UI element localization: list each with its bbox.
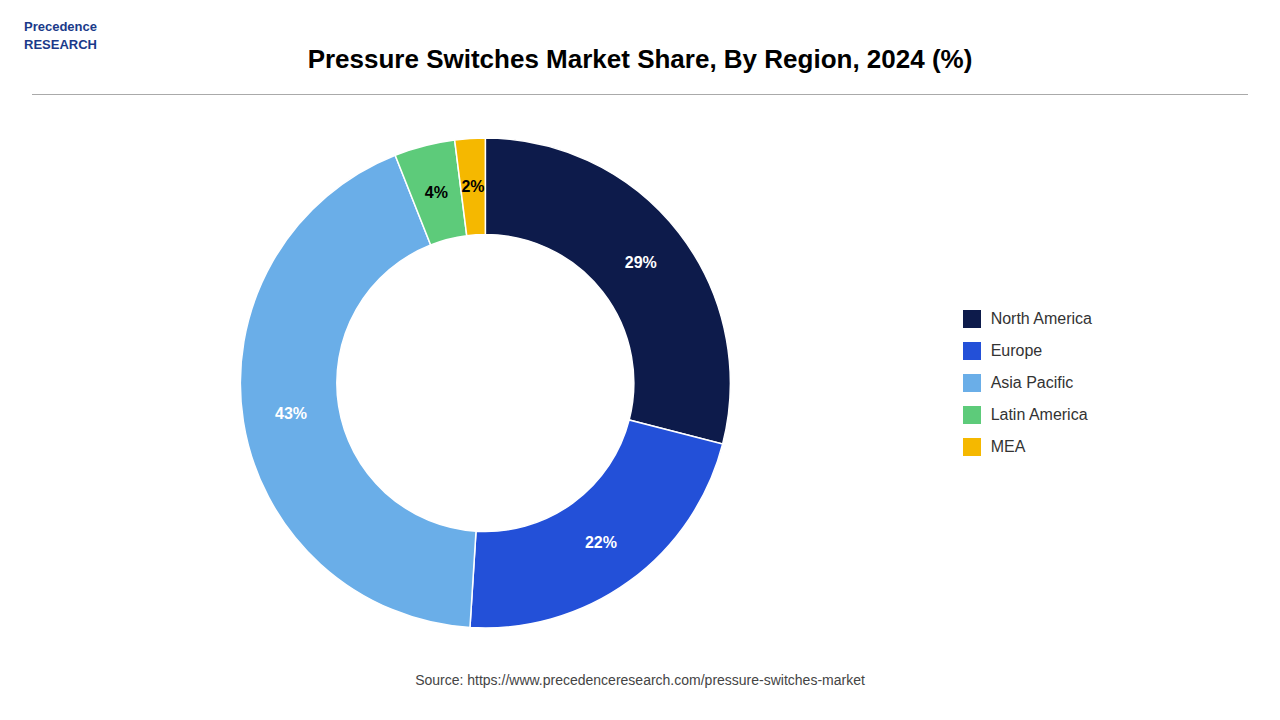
- html-text:Precedence: Precedence: [24, 19, 97, 34]
- html-text:Europe: Europe: [990, 342, 1043, 359]
- html-text:MEA: MEA: [990, 438, 1026, 455]
- svg-text:43%: 43%: [275, 405, 307, 422]
- html-text:Latin America: Latin America: [990, 406, 1088, 423]
- html-text:Asia Pacific: Asia Pacific: [990, 374, 1074, 391]
- html-text:RESEARCH: RESEARCH: [24, 37, 97, 53]
- svg-text:29%: 29%: [625, 254, 657, 271]
- html-text:North America: North America: [990, 310, 1092, 327]
- svg-text:22%: 22%: [585, 534, 617, 551]
- html-text:Source: https://www.precedence: Source: https://www.precedenceresearch.c…: [415, 672, 865, 688]
- svg-text:4%: 4%: [425, 184, 448, 201]
- html-text:Pressure Switches Market Share: Pressure Switches Market Share, By Regio…: [307, 44, 973, 74]
- svg-text:2%: 2%: [461, 178, 484, 195]
